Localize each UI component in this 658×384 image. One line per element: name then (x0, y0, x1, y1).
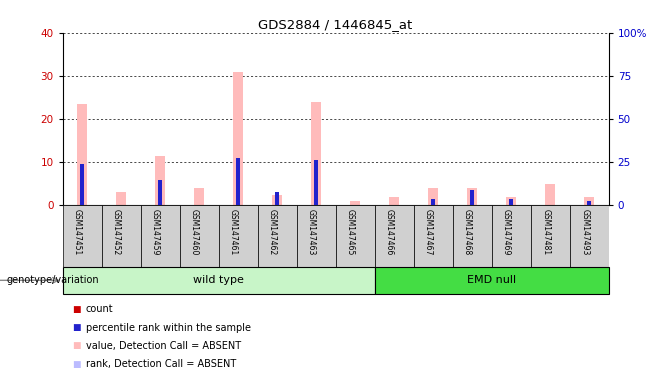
Bar (236, 158, 240, 205)
Bar (218, 205, 257, 267)
Bar (155, 156, 165, 205)
Bar (116, 192, 126, 205)
Text: ■: ■ (72, 341, 81, 351)
Bar (530, 205, 570, 267)
Text: GSM147459: GSM147459 (151, 209, 160, 255)
Bar (509, 199, 513, 205)
Bar (587, 201, 592, 205)
Bar (374, 205, 414, 267)
Text: ■: ■ (72, 360, 81, 369)
Text: GSM147481: GSM147481 (541, 209, 550, 255)
Bar (311, 102, 321, 205)
Text: GSM147461: GSM147461 (229, 209, 238, 255)
Bar (194, 188, 204, 205)
Bar (77, 104, 87, 205)
Bar (492, 205, 530, 267)
Bar (314, 160, 318, 205)
Text: GSM147462: GSM147462 (268, 209, 277, 255)
Text: count: count (86, 304, 113, 314)
Bar (570, 205, 609, 267)
Text: wild type: wild type (193, 275, 244, 285)
Text: ■: ■ (72, 323, 81, 332)
Text: rank, Detection Call = ABSENT: rank, Detection Call = ABSENT (86, 359, 236, 369)
Bar (180, 205, 218, 267)
Text: EMD null: EMD null (467, 275, 516, 285)
Bar (275, 192, 280, 205)
Bar (350, 201, 360, 205)
Text: GSM147451: GSM147451 (73, 209, 82, 255)
Bar (80, 164, 84, 205)
Bar (141, 205, 180, 267)
Bar (470, 190, 474, 205)
Bar (257, 205, 297, 267)
Bar (467, 188, 477, 205)
Title: GDS2884 / 1446845_at: GDS2884 / 1446845_at (259, 18, 413, 31)
Text: GSM147460: GSM147460 (190, 209, 199, 255)
Bar (272, 195, 282, 205)
Bar (63, 267, 374, 294)
Bar (545, 184, 555, 205)
Bar (428, 188, 438, 205)
Text: GSM147465: GSM147465 (346, 209, 355, 255)
Text: GSM147463: GSM147463 (307, 209, 316, 255)
Text: GSM147493: GSM147493 (580, 209, 589, 255)
Bar (63, 205, 101, 267)
Bar (453, 205, 492, 267)
Bar (336, 205, 374, 267)
Text: ■: ■ (72, 305, 81, 314)
Text: GSM147468: GSM147468 (463, 209, 472, 255)
Text: GSM147469: GSM147469 (502, 209, 511, 255)
Bar (374, 267, 609, 294)
Text: value, Detection Call = ABSENT: value, Detection Call = ABSENT (86, 341, 241, 351)
Text: GSM147466: GSM147466 (385, 209, 394, 255)
Bar (431, 199, 436, 205)
Text: GSM147467: GSM147467 (424, 209, 433, 255)
Bar (414, 205, 453, 267)
Bar (297, 205, 336, 267)
Bar (233, 71, 243, 205)
Text: percentile rank within the sample: percentile rank within the sample (86, 323, 251, 333)
Bar (390, 197, 399, 205)
Bar (101, 205, 141, 267)
Text: GSM147452: GSM147452 (112, 209, 121, 255)
Bar (584, 197, 594, 205)
Text: genotype/variation: genotype/variation (7, 275, 99, 285)
Bar (506, 197, 516, 205)
Bar (158, 180, 163, 205)
